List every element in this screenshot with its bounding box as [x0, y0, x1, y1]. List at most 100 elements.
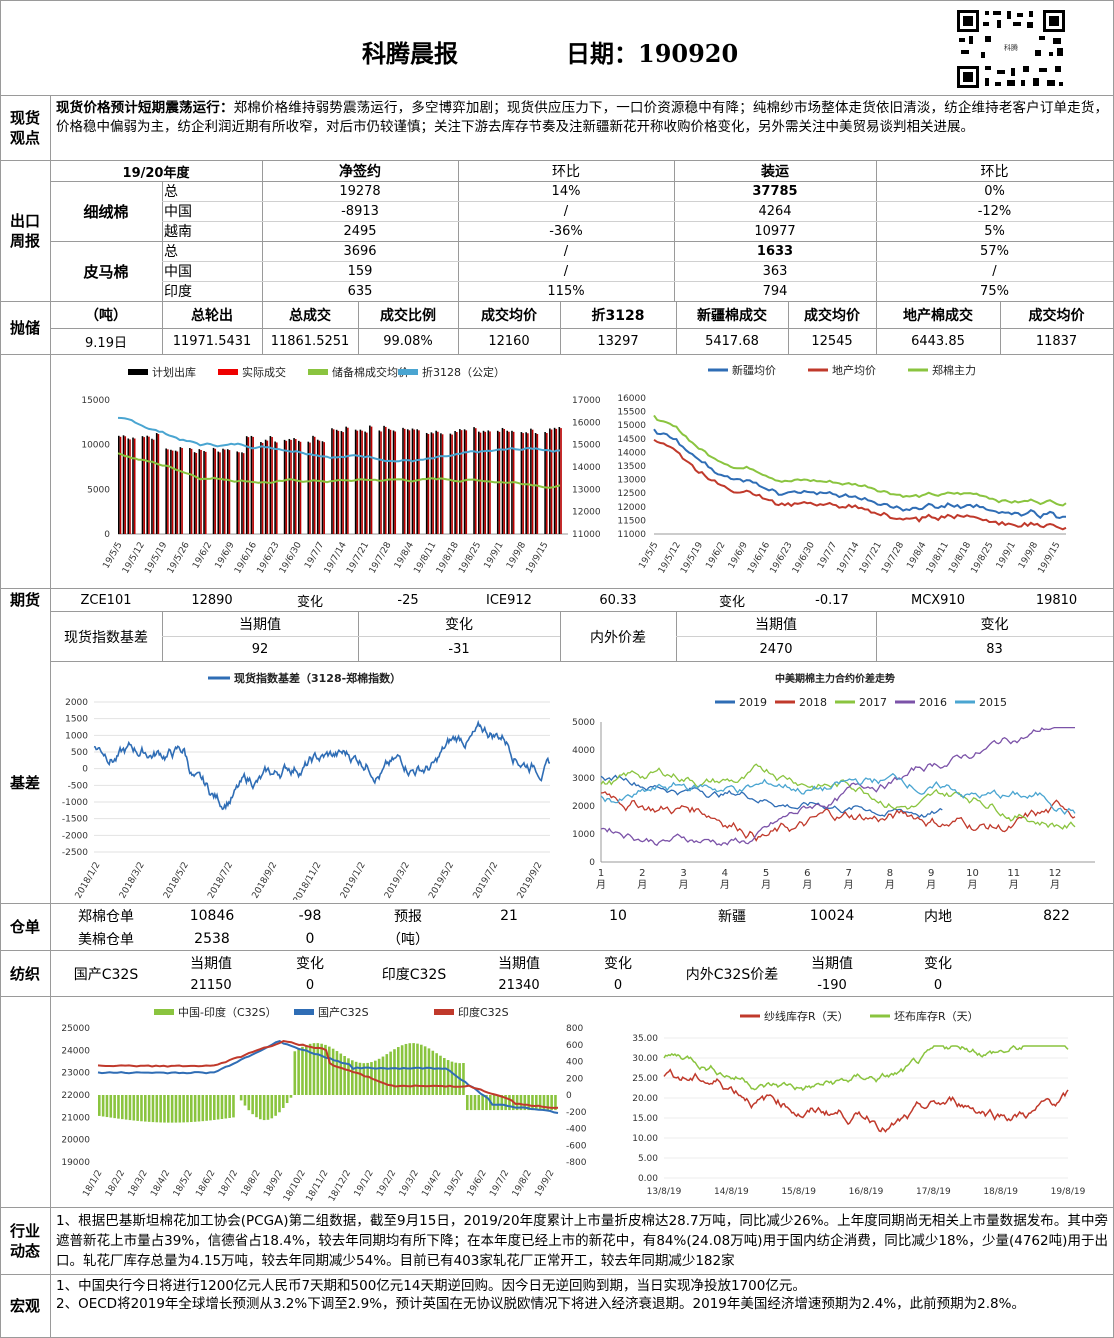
- auction-bar-plan: [170, 449, 172, 534]
- auction-bar-deal: [479, 432, 482, 534]
- yarn-bar-diff: [377, 1058, 381, 1095]
- spread-y-tick: 2000: [572, 802, 595, 812]
- yarn-x-tick: 19/7/2: [488, 1169, 511, 1199]
- auction-bar-deal: [323, 442, 325, 534]
- price-x-tick: 19/7/7: [816, 541, 839, 571]
- auction-bar-plan: [269, 436, 272, 534]
- auction-bar-plan: [454, 431, 456, 534]
- yarn-bar-diff: [535, 1095, 538, 1111]
- industry-section-label: 行业动态: [9, 1222, 40, 1260]
- yarn-y2-tick: -200: [566, 1108, 587, 1118]
- export-row-label: 总: [164, 244, 178, 260]
- price-x-tick: 19/6/9: [727, 540, 750, 570]
- auction-bar-plan: [435, 430, 437, 534]
- auction-bar-plan: [463, 429, 466, 534]
- auction-bar-plan: [430, 432, 433, 534]
- spread-x-tick: 5: [763, 868, 769, 879]
- auction-bar-deal: [204, 451, 207, 534]
- auction-bar-deal: [157, 434, 160, 534]
- price-x-tick: 19/6/2: [704, 541, 727, 571]
- auction-bar-plan: [226, 449, 229, 534]
- auction-bar-plan: [146, 435, 149, 534]
- auction-bar-deal: [546, 433, 548, 534]
- yarn-bar-diff: [98, 1095, 101, 1116]
- basis-x-tick: 2018/11/2: [292, 861, 324, 901]
- spread-x-tick-unit: 月: [926, 879, 936, 891]
- yarn-bar-diff: [163, 1095, 166, 1123]
- yarn-bar-diff: [140, 1095, 143, 1122]
- basis-x-tick: 2019/7/2: [472, 861, 501, 901]
- yarn-x-tick: 18/6/2: [194, 1169, 217, 1199]
- export-h-ship: 装运: [761, 164, 789, 180]
- yarn-bar-diff: [324, 1044, 327, 1095]
- auction-bar-deal: [266, 440, 269, 534]
- auction-header: （吨）: [85, 308, 127, 324]
- price-x-tick: 19/9/1: [995, 541, 1018, 571]
- price-x-tick: 19/5/19: [679, 540, 705, 575]
- auction-x-tick: 19/9/15: [525, 541, 551, 576]
- auction-bar-plan: [298, 440, 300, 534]
- export-h-net: 净签约: [339, 164, 381, 180]
- auction-bar-plan: [544, 432, 546, 534]
- futures-section-label: 期货: [9, 591, 40, 609]
- yarn-bar-diff: [339, 1053, 343, 1095]
- yarn-bar-diff: [312, 1043, 316, 1095]
- auction-y-tick: 10000: [81, 441, 110, 451]
- auction-bar-deal: [418, 430, 420, 534]
- yarn-bar-diff: [423, 1046, 427, 1095]
- auction-bar-plan: [525, 432, 527, 534]
- auction-bar-deal: [489, 431, 491, 534]
- yarn-bar-diff: [197, 1095, 201, 1122]
- auction-bar-deal: [143, 437, 145, 534]
- auction-header: 地产棉成交: [903, 308, 973, 324]
- auction-bar-plan: [193, 452, 196, 534]
- auction-bar-deal: [474, 428, 477, 534]
- auction-bar-plan: [174, 450, 177, 534]
- price-x-tick: 19/5/5: [637, 541, 660, 571]
- yarn-bar-diff: [270, 1095, 274, 1119]
- auction-bar-deal: [555, 428, 558, 534]
- price-line-xinjiang: [653, 428, 1066, 520]
- stock-x-tick: 14/8/19: [714, 1187, 749, 1197]
- auction-bar-plan: [340, 431, 343, 534]
- yarn-bar-diff: [124, 1095, 128, 1120]
- export-value: 115%: [547, 283, 585, 299]
- yarn-legend: 国产C32S: [318, 1005, 369, 1019]
- yarn-legend-swatch: [154, 1009, 174, 1015]
- auction-bar-deal: [195, 452, 198, 534]
- auction-bar-deal: [148, 436, 150, 534]
- auction-bar-plan: [212, 447, 215, 534]
- auction-bar-plan: [165, 448, 167, 534]
- spread-legend: 2017: [859, 696, 887, 709]
- yarn-bar-diff: [362, 1063, 366, 1095]
- auction-bar-plan: [189, 448, 191, 534]
- stock-x-tick: 16/8/19: [849, 1187, 884, 1197]
- yarn-bar-diff: [347, 1058, 350, 1095]
- auction-bar-plan: [364, 431, 366, 534]
- auction-x-tick: 19/6/9: [214, 540, 237, 570]
- spread-title: 中美期棉主力合约价差走势: [775, 672, 895, 685]
- yarn-y2-tick: 200: [566, 1074, 583, 1084]
- yarn-bar-diff: [531, 1095, 534, 1111]
- auction-chart: 计划出库 实际成交 储备棉成交均价 折3128（公定）1500010000500001…: [81, 365, 600, 576]
- auction-bar-plan: [198, 449, 201, 534]
- export-group-name: 细绒棉: [83, 202, 129, 221]
- textile-val: 21150: [190, 977, 232, 993]
- yarn-chart: 中国-印度（C32S） 国产C32S 印度C32S 25000 24000 23000 22…: [61, 1005, 587, 1204]
- auction-x-tick: 19/8/25: [457, 541, 483, 576]
- yarn-y2-tick: -600: [566, 1141, 587, 1151]
- auction-header: 成交均价: [804, 308, 860, 324]
- auction-bar-plan: [250, 435, 253, 534]
- yarn-y-tick: 25000: [61, 1024, 90, 1034]
- yarn-bar-diff: [247, 1095, 251, 1111]
- textile-label: 印度C32S: [381, 966, 447, 983]
- yarn-bar-diff: [450, 1061, 454, 1095]
- auction-x-tick: 19/9/1: [483, 541, 506, 571]
- yarn-legend-swatch: [294, 1009, 314, 1015]
- view-text: 现货价格预计短期震荡运行：郑棉价格维持弱势震荡运行，多空博弈加剧；现货供应压力下…: [56, 99, 1108, 137]
- auction-bar-deal: [536, 434, 539, 534]
- price-y-tick: 13000: [617, 476, 646, 486]
- yarn-y-tick: 23000: [61, 1069, 90, 1079]
- basis-val: 92: [251, 641, 269, 657]
- yarn-x-tick: 18/1/2: [81, 1169, 104, 1199]
